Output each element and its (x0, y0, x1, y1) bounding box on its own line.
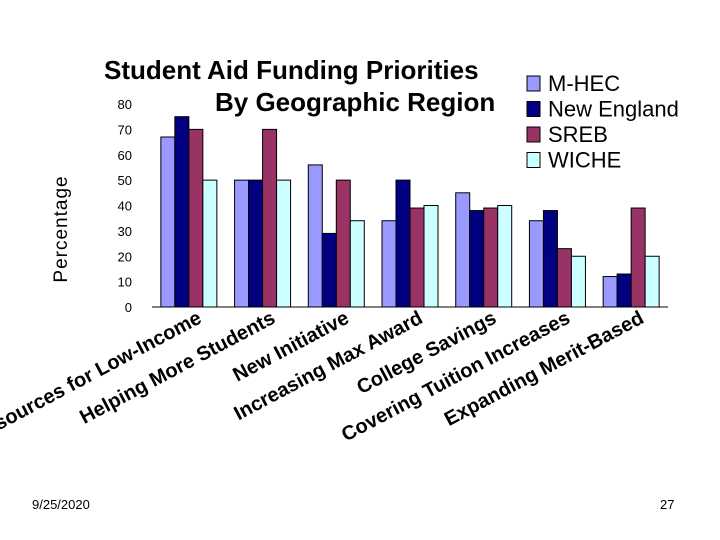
bar-sreb-helping-more-students (262, 128, 278, 308)
y-tick-label-10: 10 (118, 275, 132, 290)
bar-wiche-helping-more-students (276, 179, 292, 308)
legend-label-sreb: SREB (548, 122, 608, 147)
bar-m-hec-helping-more-students (234, 179, 250, 308)
y-tick-label-80: 80 (118, 97, 132, 112)
legend-swatch-new-england (526, 101, 541, 117)
bar-sreb-college-savings (483, 207, 499, 308)
bar-wiche-resources-for-low-income (202, 179, 218, 308)
bar-wiche-increasing-max-award (423, 205, 439, 308)
bar-m-hec-new-initiative (307, 164, 323, 308)
legend-label-wiche: WICHE (548, 148, 621, 173)
legend-label-m-hec: M-HEC (548, 71, 620, 96)
y-tick-label-30: 30 (118, 224, 132, 239)
legend-swatch-wiche (526, 152, 541, 168)
bar-sreb-new-initiative (335, 179, 351, 308)
bar-sreb-increasing-max-award (409, 207, 425, 308)
y-tick-label-60: 60 (118, 148, 132, 163)
y-tick-label-40: 40 (118, 199, 132, 214)
legend-swatch-sreb (526, 126, 541, 143)
y-tick-label-70: 70 (118, 122, 132, 137)
bar-sreb-expanding-merit-based (630, 207, 646, 308)
chart-title: Student Aid Funding Priorities (104, 55, 479, 85)
bar-m-hec-college-savings (455, 192, 471, 308)
slide-page-number: 27 (660, 497, 675, 512)
bar-new-england-helping-more-students (248, 179, 264, 308)
bar-new-england-expanding-merit-based (616, 273, 632, 308)
bar-m-hec-resources-for-low-income (160, 136, 176, 308)
y-axis-ticks: 0 10 20 30 40 50 60 70 80 (118, 97, 132, 315)
bar-m-hec-covering-tuition-increases (528, 220, 544, 308)
bar-m-hec-increasing-max-award (381, 220, 397, 308)
bar-wiche-new-initiative (349, 220, 365, 308)
y-tick-label-50: 50 (118, 173, 132, 188)
y-tick-label-0: 0 (125, 300, 132, 315)
bars (160, 116, 660, 308)
bar-wiche-expanding-merit-based (644, 255, 660, 308)
bar-wiche-covering-tuition-increases (570, 255, 586, 308)
chart-subtitle: By Geographic Region (215, 87, 495, 117)
bar-new-england-covering-tuition-increases (542, 210, 558, 308)
y-axis-label: Percentage (51, 175, 72, 282)
bar-sreb-resources-for-low-income (188, 128, 204, 308)
bar-new-england-increasing-max-award (395, 179, 411, 308)
bar-m-hec-expanding-merit-based (602, 276, 618, 308)
bar-sreb-covering-tuition-increases (556, 248, 572, 308)
slide-date: 9/25/2020 (32, 497, 90, 512)
bar-new-england-college-savings (469, 210, 485, 308)
bar-wiche-college-savings (497, 205, 513, 308)
bar-new-england-new-initiative (321, 232, 337, 308)
legend-label-new-england: New England (548, 97, 679, 122)
legend-swatch-m-hec (526, 75, 541, 92)
bar-new-england-resources-for-low-income (174, 116, 190, 308)
y-tick-label-20: 20 (118, 249, 132, 264)
